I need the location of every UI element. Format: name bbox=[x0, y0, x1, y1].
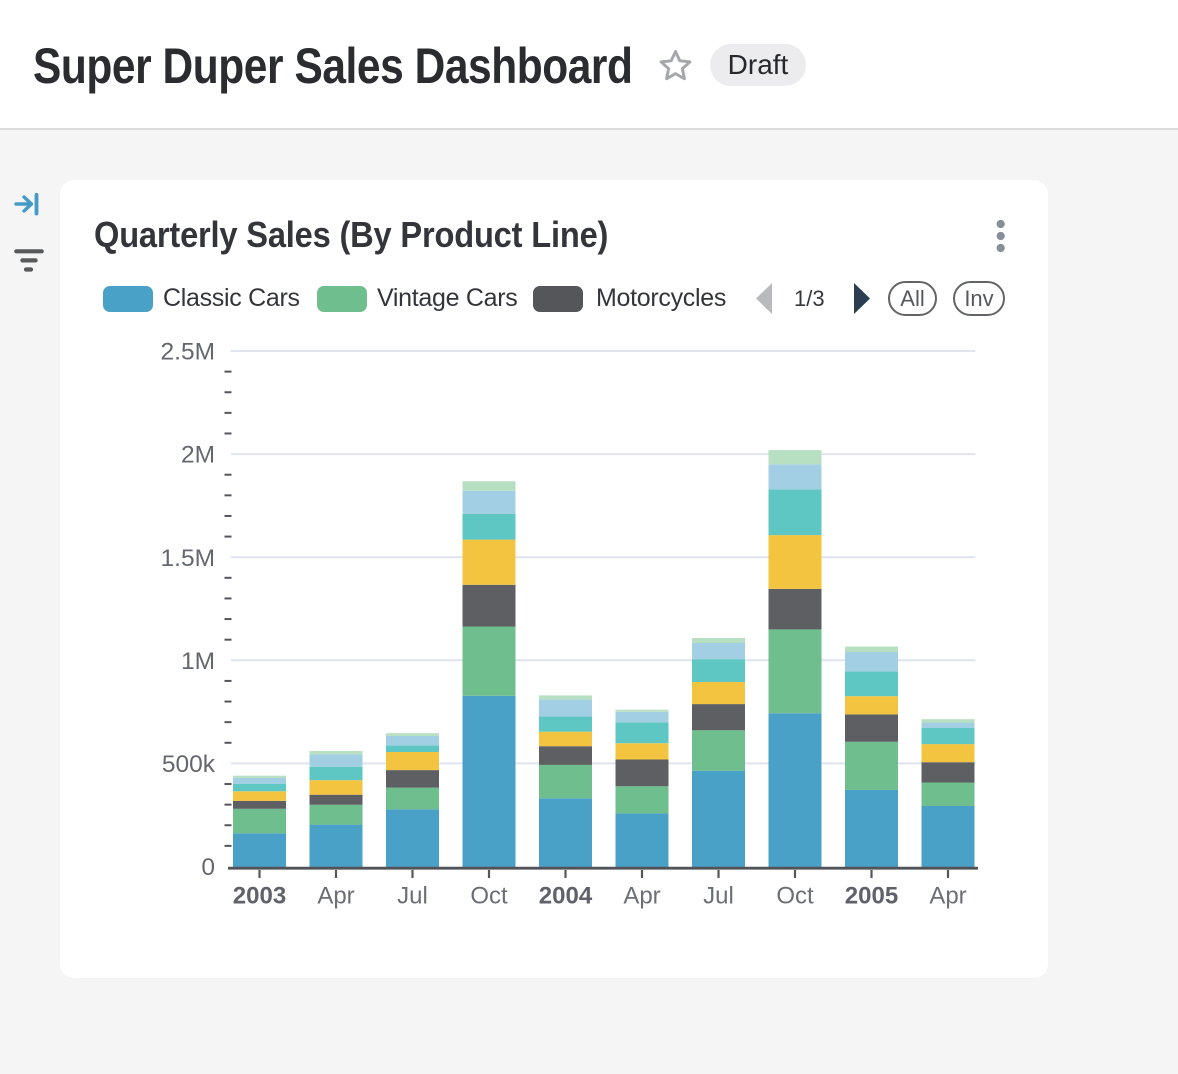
svg-text:Oct: Oct bbox=[470, 883, 508, 910]
svg-text:2005: 2005 bbox=[845, 883, 898, 910]
svg-text:Jul: Jul bbox=[397, 883, 428, 910]
svg-text:Oct: Oct bbox=[776, 883, 814, 910]
svg-text:2004: 2004 bbox=[539, 883, 593, 910]
svg-text:Apr: Apr bbox=[929, 883, 966, 910]
svg-text:Apr: Apr bbox=[317, 883, 354, 910]
svg-text:0: 0 bbox=[201, 854, 215, 881]
svg-text:1M: 1M bbox=[181, 648, 215, 675]
svg-text:2.5M: 2.5M bbox=[161, 339, 215, 366]
svg-text:2M: 2M bbox=[181, 442, 215, 469]
svg-text:2003: 2003 bbox=[233, 883, 286, 910]
svg-text:1.5M: 1.5M bbox=[161, 545, 215, 572]
svg-text:Apr: Apr bbox=[623, 883, 660, 910]
svg-text:500k: 500k bbox=[162, 751, 216, 778]
svg-text:Jul: Jul bbox=[703, 883, 734, 910]
